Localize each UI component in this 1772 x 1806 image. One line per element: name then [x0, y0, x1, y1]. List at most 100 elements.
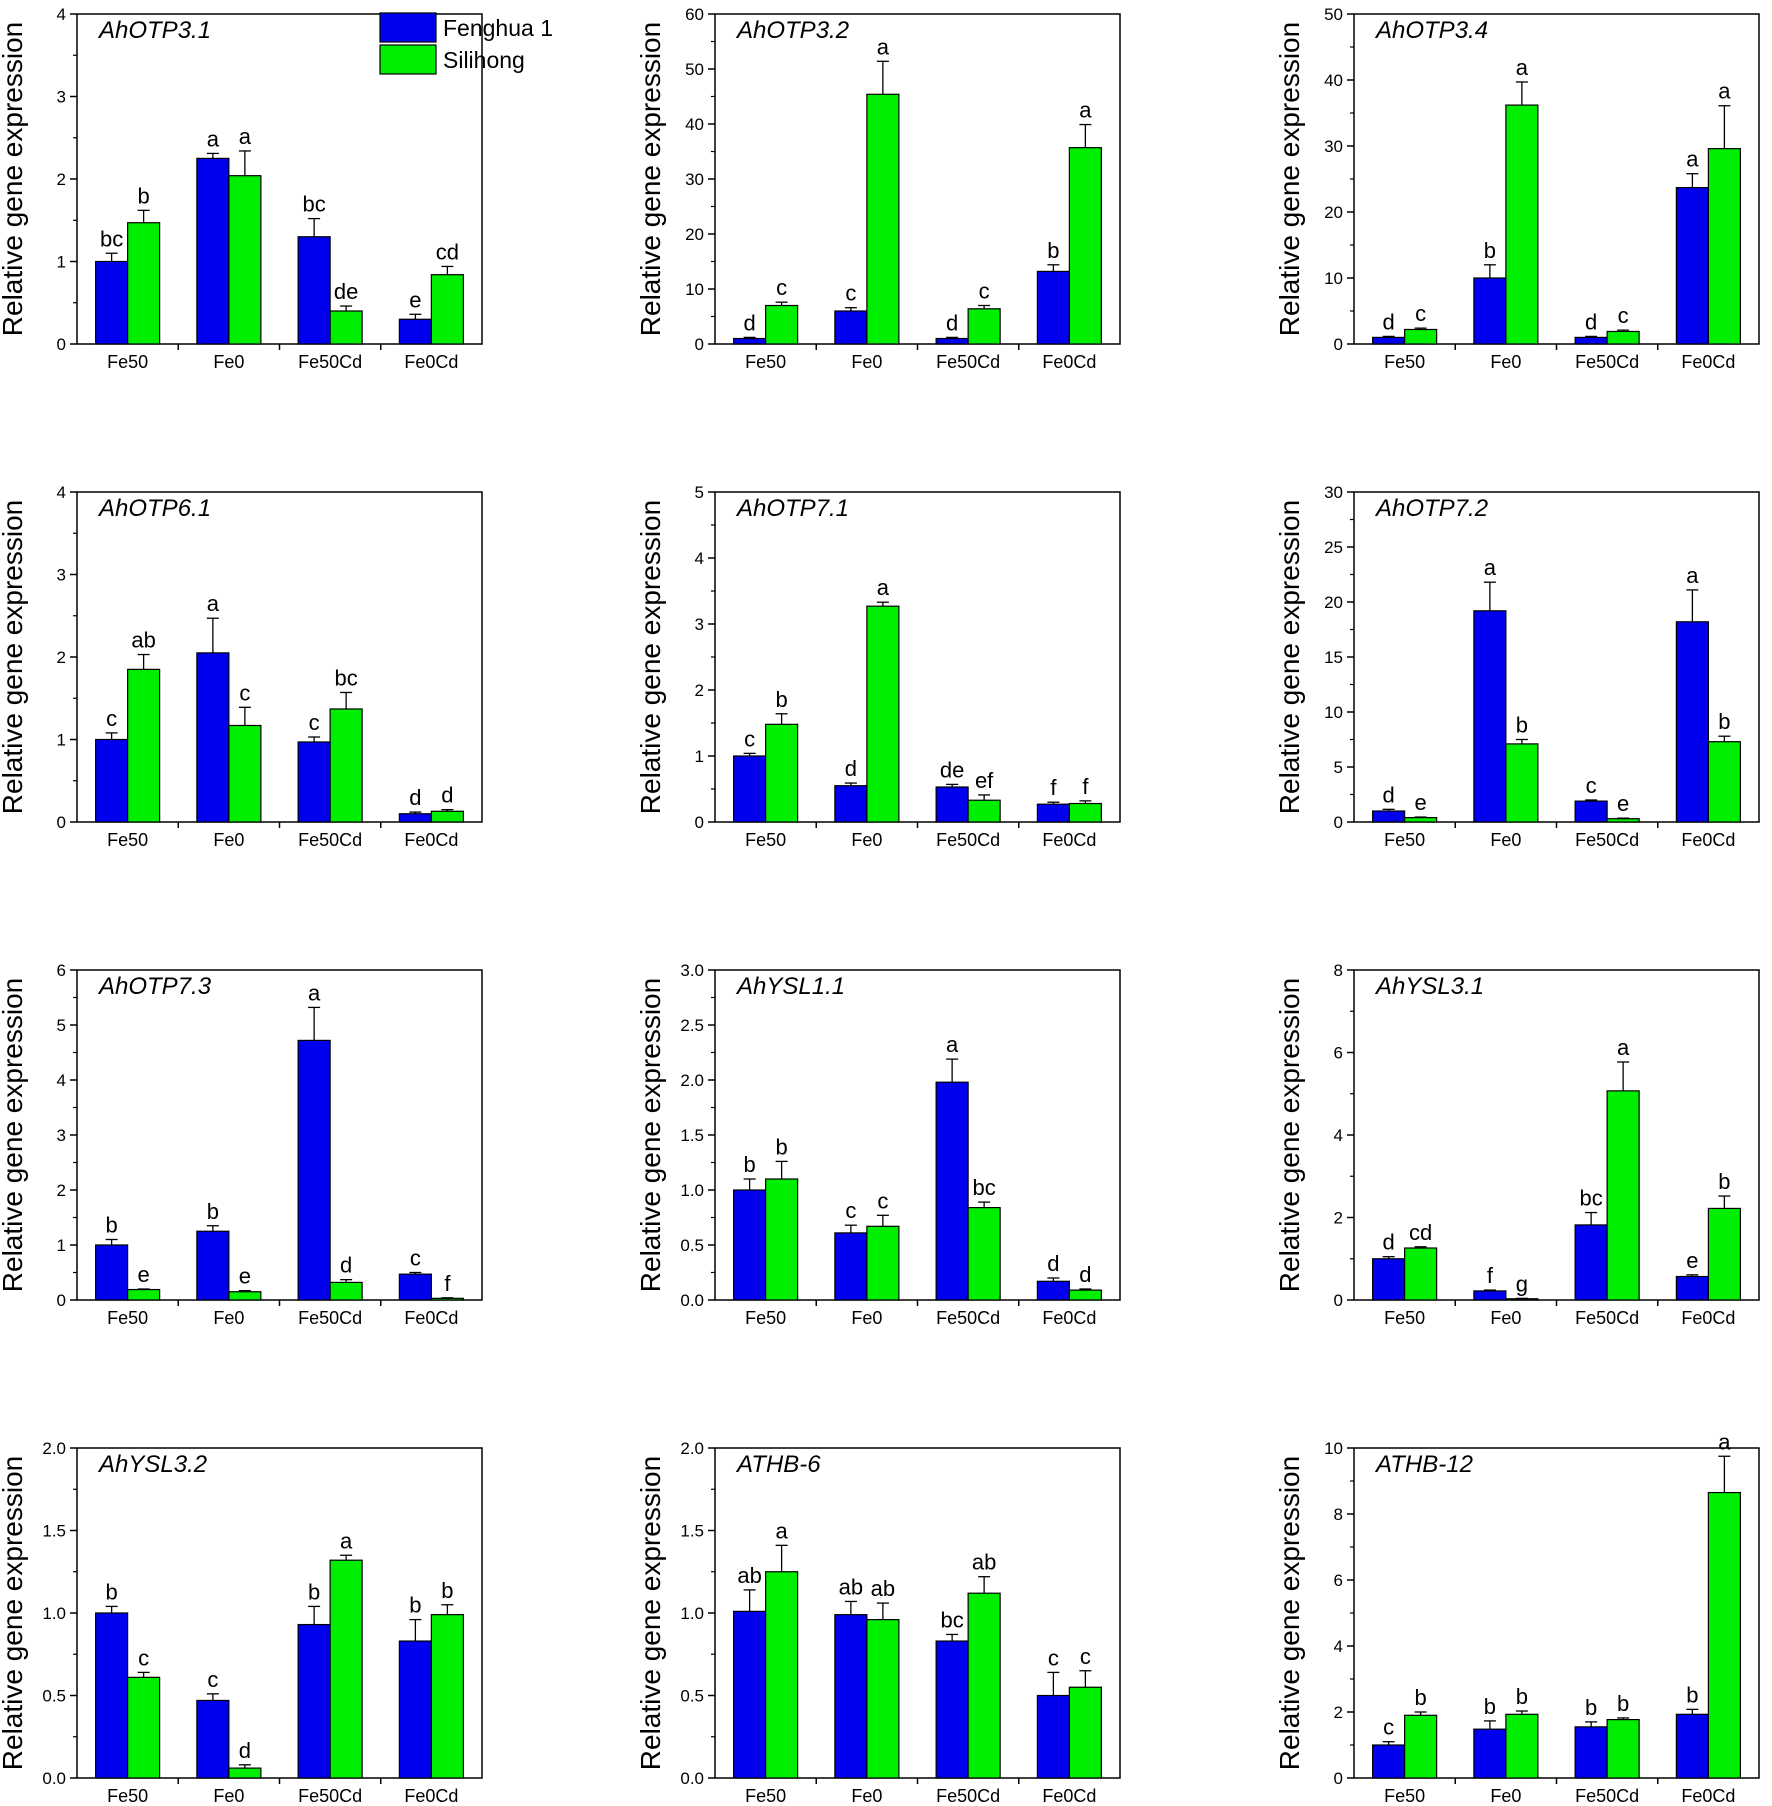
x-tick-label: Fe50 — [1384, 830, 1425, 850]
x-tick-label: Fe50Cd — [298, 830, 362, 850]
bar-fenghua-1-Fe0Cd — [1036, 1694, 1070, 1779]
chart-title: AhOTP7.1 — [735, 495, 849, 522]
bar-silihong-Fe0 — [866, 605, 900, 823]
significance-letter: c — [1586, 773, 1597, 798]
y-axis-label: Relative gene expression — [0, 500, 28, 814]
significance-letter: d — [441, 783, 453, 808]
bar-silihong-Fe0 — [228, 175, 262, 345]
x-tick-label: Fe50Cd — [1575, 352, 1639, 372]
bar-fenghua-1-Fe50Cd — [297, 741, 331, 823]
chart-title: AhYSL3.1 — [1374, 973, 1484, 1000]
y-tick-label: 1 — [57, 253, 66, 272]
bar-silihong-Fe50 — [127, 668, 161, 823]
bar-silihong-Fe0Cd — [430, 1297, 464, 1301]
bar-fenghua-1-Fe0Cd — [1036, 1280, 1070, 1301]
significance-letter: ab — [871, 1576, 895, 1601]
significance-letter: d — [1383, 782, 1395, 807]
significance-letter: c — [207, 1667, 218, 1692]
chart-panel-AhOTP3.1: 0 1 2 3 4 Relative gene expression AhOTP3.1 Fe5… — [0, 5, 553, 372]
chart-title: AhOTP3.4 — [1374, 17, 1488, 44]
y-tick-label: 1 — [57, 731, 66, 750]
x-tick-label: Fe50Cd — [936, 830, 1000, 850]
x-tick-label: Fe0Cd — [404, 1786, 458, 1806]
x-tick-label: Fe50 — [107, 352, 148, 372]
y-tick-label: 3 — [57, 566, 66, 585]
x-tick-label: Fe0 — [213, 352, 244, 372]
bar-fenghua-1-Fe0Cd — [1675, 186, 1709, 345]
significance-letter: a — [946, 1032, 959, 1057]
bar-silihong-Fe0Cd — [1068, 802, 1102, 823]
bar-silihong-Fe50 — [127, 222, 161, 345]
x-tick-label: Fe50 — [107, 830, 148, 850]
y-tick-label: 30 — [1324, 137, 1343, 156]
significance-letter: de — [940, 757, 964, 782]
significance-letter: c — [776, 275, 787, 300]
bar-silihong-Fe50Cd — [967, 1592, 1001, 1779]
x-tick-label: Fe0Cd — [1042, 1308, 1096, 1328]
x-tick-label: Fe0 — [1490, 1308, 1521, 1328]
significance-letter: f — [1487, 1263, 1494, 1288]
y-tick-label: 6 — [57, 961, 66, 980]
x-tick-label: Fe50Cd — [298, 352, 362, 372]
significance-letter: d — [946, 310, 958, 335]
x-tick-label: Fe0Cd — [404, 352, 458, 372]
y-tick-label: 0 — [1334, 1769, 1343, 1788]
significance-letter: a — [1516, 55, 1529, 80]
chart-title: AhOTP3.2 — [735, 17, 849, 44]
y-tick-label: 2 — [695, 681, 704, 700]
significance-letter: c — [1618, 303, 1629, 328]
bar-fenghua-1-Fe0 — [834, 1614, 868, 1779]
significance-letter: d — [1383, 309, 1395, 334]
bar-fenghua-1-Fe0Cd — [1675, 621, 1709, 823]
significance-letter: b — [1415, 1685, 1427, 1710]
y-axis-label: Relative gene expression — [635, 22, 666, 336]
significance-letter: a — [1484, 555, 1497, 580]
y-tick-label: 0 — [1334, 813, 1343, 832]
bar-fenghua-1-Fe0 — [834, 1232, 868, 1301]
bar-silihong-Fe50Cd — [329, 708, 363, 823]
x-tick-label: Fe0Cd — [1042, 1786, 1096, 1806]
y-tick-label: 4 — [57, 5, 66, 24]
significance-letter: a — [877, 575, 890, 600]
significance-letter: c — [1048, 1645, 1059, 1670]
bar-silihong-Fe0Cd — [430, 1614, 464, 1779]
y-tick-label: 10 — [1324, 703, 1343, 722]
bar-silihong-Fe50 — [1404, 1247, 1438, 1301]
bar-fenghua-1-Fe50 — [1372, 810, 1406, 823]
significance-letter: a — [1718, 79, 1731, 104]
plot-frame — [76, 969, 483, 1301]
chart-title: ATHB-6 — [735, 1451, 821, 1478]
bar-fenghua-1-Fe50Cd — [935, 337, 969, 345]
bar-silihong-Fe0 — [228, 1291, 262, 1301]
y-tick-label: 2.0 — [680, 1071, 704, 1090]
bar-silihong-Fe0Cd — [1068, 1289, 1102, 1301]
bar-fenghua-1-Fe50 — [95, 1612, 129, 1779]
bar-silihong-Fe0Cd — [1068, 1686, 1102, 1779]
bar-silihong-Fe0 — [866, 93, 900, 345]
significance-letter: c — [845, 1198, 856, 1223]
y-tick-label: 20 — [1324, 593, 1343, 612]
x-tick-label: Fe0Cd — [1042, 830, 1096, 850]
y-tick-label: 1.0 — [42, 1604, 66, 1623]
x-tick-label: Fe0Cd — [404, 830, 458, 850]
chart-panel-AhYSL1.1: 0.0 0.5 1.0 1.5 2.0 2.5 3.0 Relative gene expre… — [635, 961, 1121, 1328]
significance-letter: b — [1484, 1694, 1496, 1719]
bar-silihong-Fe50Cd — [329, 1281, 363, 1301]
significance-letter: ab — [737, 1563, 761, 1588]
significance-letter: b — [1516, 1684, 1528, 1709]
legend-label: Fenghua 1 — [443, 15, 553, 41]
chart-panel-AhYSL3.2: 0.0 0.5 1.0 1.5 2.0 Relative gene expression A… — [0, 1439, 483, 1806]
y-tick-label: 1 — [695, 747, 704, 766]
legend-swatch-silihong — [379, 44, 437, 75]
significance-letter: b — [409, 1593, 421, 1618]
y-tick-label: 0.5 — [42, 1687, 66, 1706]
y-tick-label: 6 — [1334, 1571, 1343, 1590]
legend: Fenghua 1 Silihong — [379, 12, 553, 75]
significance-letter: b — [106, 1213, 118, 1238]
significance-letter: a — [1686, 147, 1699, 172]
bar-fenghua-1-Fe0 — [196, 157, 230, 345]
bar-silihong-Fe50 — [765, 1178, 799, 1301]
chart-panel-AhOTP6.1: 0 1 2 3 4 Relative gene expression AhOTP6.1 Fe5… — [0, 483, 483, 850]
significance-letter: a — [207, 591, 220, 616]
